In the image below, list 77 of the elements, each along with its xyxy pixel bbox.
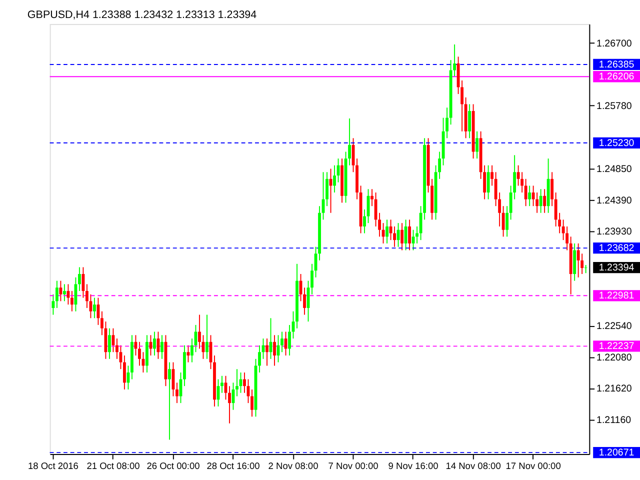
candlestick	[108, 328, 111, 360]
candlestick	[78, 266, 81, 292]
x-tick-label: 7 Nov 00:00	[328, 461, 378, 472]
ref-line-label: 1.22981	[598, 290, 634, 302]
candlestick	[386, 219, 388, 244]
candlestick	[55, 280, 58, 308]
candlestick	[280, 331, 284, 353]
y-tick-label: 1.23930	[596, 226, 632, 238]
candlestick	[303, 287, 306, 316]
candlestick	[66, 284, 70, 306]
candlestick	[236, 368, 238, 397]
y-tick-label: 1.24390	[596, 195, 632, 206]
candlestick	[153, 331, 156, 356]
candlestick	[146, 334, 148, 373]
candlestick	[408, 219, 411, 251]
y-tick-label: 1.26700	[596, 38, 632, 50]
ref-line-label: 1.22237	[598, 341, 634, 352]
candlestick	[363, 208, 366, 234]
y-tick-label: 1.21620	[596, 384, 632, 395]
candlestick	[490, 164, 494, 186]
candlestick	[52, 294, 55, 316]
candlestick	[543, 188, 546, 214]
ref-line-label: 1.20671	[598, 447, 634, 458]
candlestick	[524, 178, 528, 207]
candlestick	[250, 388, 254, 418]
candlestick	[160, 334, 164, 360]
candlestick	[476, 130, 479, 160]
y-tick-label: 1.25780	[596, 100, 632, 112]
candlestick	[59, 280, 62, 302]
candlestick	[62, 284, 66, 302]
candlestick	[333, 164, 336, 193]
candlestick	[486, 164, 490, 200]
x-tick-label: 26 Oct 00:00	[146, 461, 200, 472]
candlestick	[206, 314, 208, 360]
candlestick	[550, 172, 554, 207]
candlestick	[243, 372, 246, 394]
ref-line-label: 1.25230	[598, 138, 635, 149]
candlestick	[273, 334, 276, 366]
candlestick	[220, 375, 224, 394]
candlestick	[82, 266, 85, 298]
candlestick	[176, 382, 178, 404]
x-tick-label: 2 Nov 08:00	[268, 461, 318, 472]
y-tick-label: 1.22540	[596, 321, 632, 332]
y-tick-label: 1.21160	[596, 414, 632, 426]
candlestick	[258, 344, 261, 373]
candlestick	[468, 104, 472, 139]
candlestick	[266, 338, 268, 366]
ref-line-label: 1.26206	[598, 72, 634, 83]
x-tick-label: 18 Oct 2016	[28, 461, 78, 472]
ref-line-label: 1.26385	[598, 59, 635, 70]
y-tick-label: 1.24850	[596, 164, 632, 176]
candlestick	[288, 324, 291, 356]
candlestick	[370, 188, 374, 207]
candlestick	[168, 362, 171, 440]
x-tick-label: 21 Oct 08:00	[86, 461, 140, 472]
text: 1.23394	[598, 262, 635, 274]
candlestick	[539, 188, 542, 214]
chart-title: GBPUSD,H4 1.23388 1.23432 1.23313 1.23394	[27, 9, 257, 22]
candlestick	[584, 264, 588, 274]
candlestick	[74, 276, 78, 312]
candlestick	[528, 185, 532, 207]
x-tick-label: 28 Oct 16:00	[206, 461, 260, 472]
candlestick	[573, 242, 576, 282]
candlestick	[502, 206, 505, 238]
candlestick	[576, 242, 580, 278]
ref-line-label: 1.23682	[598, 242, 634, 254]
candlestick	[93, 297, 96, 319]
x-tick-label: 14 Nov 08:00	[446, 461, 501, 472]
y-tick-label: 1.22080	[596, 352, 632, 364]
candlestick	[70, 290, 74, 312]
x-tick-label: 17 Nov 00:00	[506, 461, 561, 472]
candlestick	[400, 222, 404, 251]
x-tick-label: 9 Nov 16:00	[388, 461, 438, 472]
candlestick	[310, 263, 314, 295]
candlestick	[123, 355, 126, 390]
candlestick	[228, 386, 231, 424]
candlestick	[506, 206, 509, 238]
